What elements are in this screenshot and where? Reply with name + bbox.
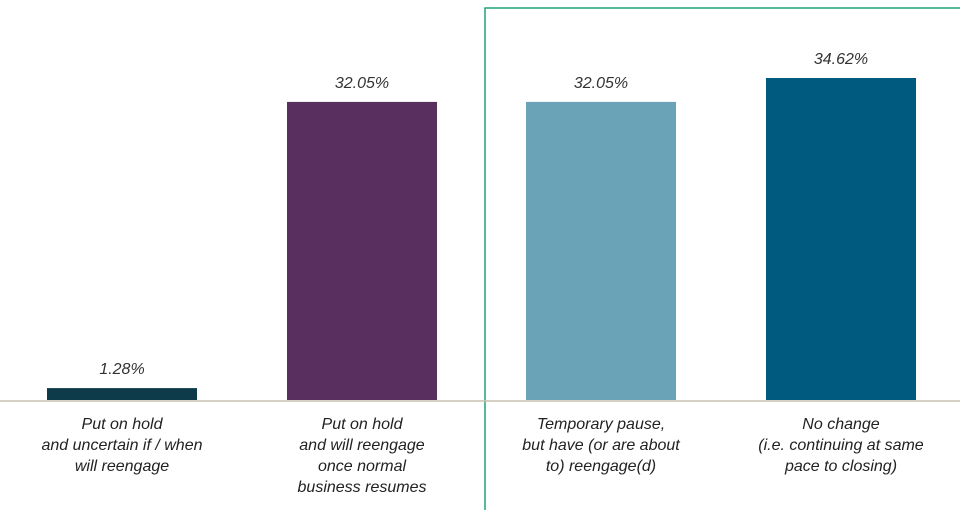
x-tick-label: No change (i.e. continuing at same pace … [758,416,924,475]
bar [766,78,916,400]
highlight-box [484,7,960,510]
bar [526,101,676,400]
value-label: 1.28% [99,361,144,378]
value-label: 32.05% [335,75,389,92]
value-label: 32.05% [574,75,628,92]
x-tick-label: Put on hold and uncertain if / when will… [41,416,203,475]
bar [287,101,437,400]
bar [47,388,197,400]
x-tick-label: Put on hold and will reengage once norma… [297,416,427,496]
x-tick-label: Temporary pause, but have (or are about … [522,416,680,475]
value-label: 34.62% [814,51,868,68]
